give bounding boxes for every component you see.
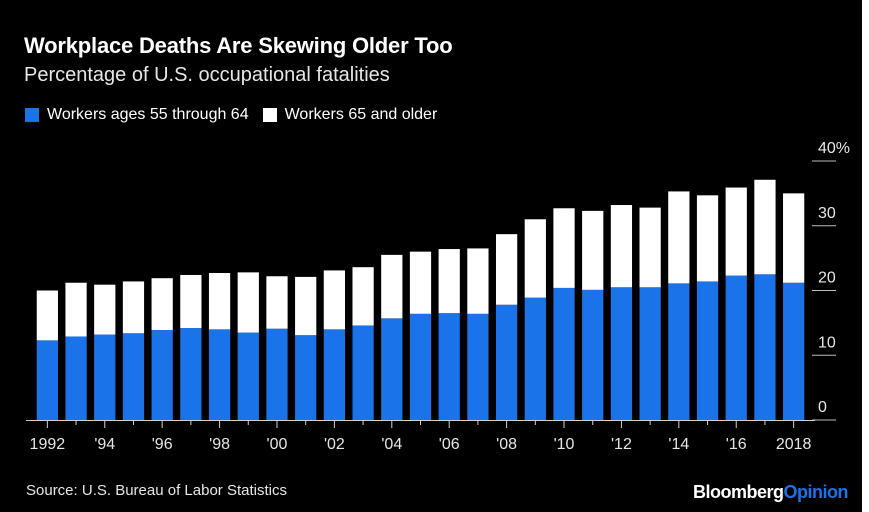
bar-65-plus-1992: [36, 290, 58, 341]
legend-item-65-plus: Workers 65 and older: [262, 106, 438, 124]
bar-55-64-2011: [582, 289, 604, 420]
bar-55-64-1995: [122, 333, 145, 420]
x-tick-label: 2018: [776, 436, 812, 453]
y-tick-label: 40%: [818, 140, 850, 157]
bar-65-plus-2011: [582, 210, 604, 290]
bar-55-64-2018: [783, 282, 805, 420]
bar-55-64-2012: [610, 287, 633, 420]
bar-55-64-1997: [180, 328, 202, 420]
bar-65-plus-2009: [524, 219, 546, 298]
bar-55-64-2016: [725, 275, 747, 420]
x-tick-label: '04: [381, 436, 402, 453]
bar-65-plus-1996: [151, 278, 173, 330]
brand-logo-part2: Opinion: [783, 482, 849, 502]
bar-65-plus-1998: [208, 273, 231, 330]
legend-label-55-64: Workers ages 55 through 64: [47, 106, 249, 123]
bar-65-plus-2018: [783, 193, 805, 283]
bar-65-plus-1993: [65, 282, 87, 337]
x-tick-label: '08: [496, 436, 517, 453]
brand-logo-part1: Bloomberg: [693, 482, 784, 502]
bar-55-64-2008: [495, 304, 518, 420]
bar-65-plus-2017: [754, 179, 776, 275]
brand-logo: BloombergOpinion: [693, 482, 849, 503]
bar-65-plus-1997: [180, 274, 202, 329]
x-tick-label: '14: [668, 436, 689, 453]
bar-55-64-1999: [237, 332, 259, 420]
bar-55-64-2007: [467, 313, 489, 420]
bar-55-64-2006: [438, 313, 460, 420]
legend-label-65-plus: Workers 65 and older: [284, 106, 438, 123]
bar-55-64-2014: [668, 283, 690, 420]
legend-item-55-64: Workers ages 55 through 64: [25, 106, 249, 124]
legend-swatch-55-64: [25, 108, 39, 122]
bar-65-plus-2000: [266, 276, 288, 329]
bar-65-plus-2007: [467, 248, 489, 314]
bar-65-plus-2002: [323, 270, 346, 330]
bar-55-64-1998: [208, 329, 231, 420]
x-tick-label: '06: [439, 436, 460, 453]
y-tick-label: 10: [818, 334, 836, 351]
bar-55-64-2002: [323, 329, 346, 420]
bar-65-plus-2008: [495, 234, 518, 305]
bar-65-plus-1994: [94, 284, 116, 335]
bar-55-64-2000: [266, 328, 288, 420]
bar-55-64-2004: [381, 318, 403, 420]
y-tick-label: 30: [818, 205, 836, 222]
x-tick-label: '10: [554, 436, 575, 453]
bar-55-64-1993: [65, 336, 87, 420]
chart-title: Workplace Deaths Are Skewing Older Too: [24, 33, 453, 58]
bar-55-64-2003: [352, 325, 374, 420]
bar-55-64-1994: [94, 334, 116, 420]
x-tick-label: '96: [152, 436, 173, 453]
bar-65-plus-2005: [409, 251, 432, 314]
chart-subtitle: Percentage of U.S. occupational fataliti…: [24, 64, 390, 86]
bar-65-plus-2001: [295, 276, 317, 336]
legend: Workers ages 55 through 64 Workers 65 an…: [25, 106, 451, 124]
x-tick-label: '16: [726, 436, 747, 453]
legend-swatch-65-plus: [262, 108, 277, 122]
bar-55-64-2017: [754, 274, 776, 420]
x-tick-label: '12: [611, 436, 632, 453]
y-tick-label: 20: [818, 270, 836, 287]
bar-65-plus-2004: [381, 254, 403, 319]
bar-65-plus-2015: [696, 195, 719, 282]
x-tick-label: '94: [94, 436, 115, 453]
bar-55-64-2010: [553, 287, 575, 420]
x-tick-label: '00: [267, 436, 288, 453]
bar-55-64-1992: [36, 340, 58, 420]
bar-65-plus-2016: [725, 187, 747, 276]
bar-65-plus-1999: [237, 272, 259, 333]
bar-65-plus-2014: [668, 191, 690, 284]
bar-chart: 40% 30 20 10 0 1992 '94 '96 '98 '00 '02 '04 '06 '08 '1…: [26, 140, 850, 453]
bar-55-64-2015: [696, 281, 719, 420]
x-tick-label: '02: [324, 436, 345, 453]
bar-65-plus-1995: [122, 281, 145, 334]
bar-55-64-2013: [639, 287, 661, 420]
bar-65-plus-2010: [553, 208, 575, 288]
source-note: Source: U.S. Bureau of Labor Statistics: [26, 482, 287, 499]
bar-55-64-2005: [409, 313, 432, 420]
bar-65-plus-2012: [610, 205, 633, 288]
bar-55-64-2001: [295, 335, 317, 420]
bar-65-plus-2006: [438, 249, 460, 314]
bar-55-64-1996: [151, 329, 173, 420]
bar-65-plus-2013: [639, 207, 661, 288]
bar-65-plus-2003: [352, 267, 374, 326]
y-tick-label: 0: [818, 399, 827, 416]
bar-55-64-2009: [524, 297, 546, 420]
x-tick-label: '98: [209, 436, 230, 453]
x-tick-label: 1992: [30, 436, 66, 453]
